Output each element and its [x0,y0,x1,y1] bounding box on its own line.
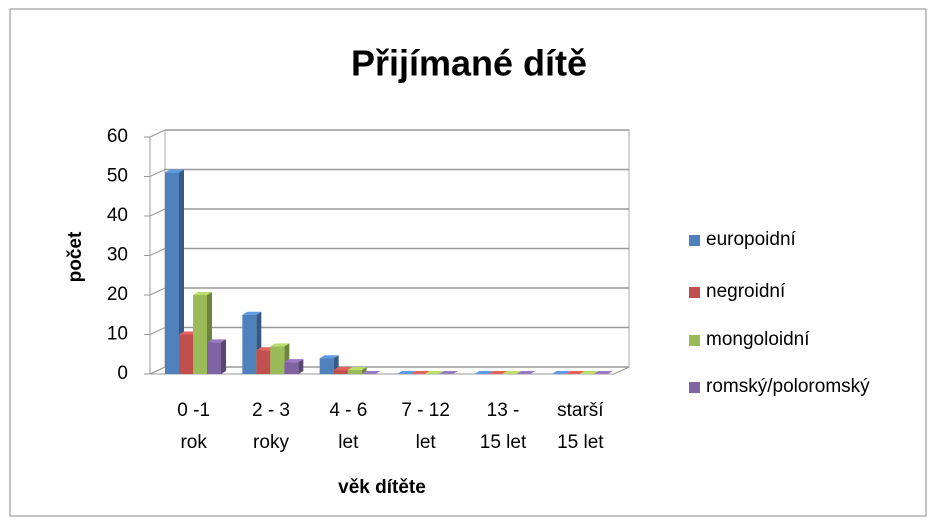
bar-top [333,367,353,371]
bar-group [347,367,367,374]
legend-label: romský/poloromský [706,376,870,397]
x-tick-label: let [416,432,437,453]
grid-line-side [149,366,166,375]
bar [270,346,285,374]
legend-swatch [689,235,700,246]
x-tick-label: 2 - 3 [252,400,290,421]
grid-line-side [149,208,166,217]
bar-group [425,371,444,374]
x-tick-label: rok [180,432,207,453]
bar-group [397,371,416,374]
y-tick-label: 30 [107,245,128,266]
bar [319,358,334,374]
bar-group [270,343,290,374]
y-tick-label: 10 [107,324,128,345]
x-tick-label: 13 - [487,400,520,421]
bar-top [193,292,212,295]
bar [242,314,257,374]
x-axis-label: věk dítěte [338,477,426,498]
x-tick-label: let [338,432,359,453]
bar-group [439,371,458,374]
x-tick-label: roky [253,432,289,453]
bar-group [565,371,585,374]
grid-line-side [149,248,166,256]
grid-line-side [149,169,166,177]
bar-top [439,371,458,374]
x-tick-label: 7 - 12 [401,400,450,421]
bar-top [516,371,536,374]
y-tick-label: 0 [117,363,128,384]
y-tick-label: 50 [107,166,128,187]
bar-top [347,367,367,371]
legend-swatch [689,382,700,393]
bar-top [593,371,613,374]
bar-top [411,371,430,374]
bar-side [298,359,304,374]
bar-top [361,371,381,374]
bar [165,172,179,374]
legend-label: europoidní [706,229,797,250]
chart-title: Přijímané dítě [351,43,587,84]
bar [347,370,362,374]
x-tick-label: 0 -1 [177,400,210,421]
y-tick-label: 60 [107,126,128,147]
legend-swatch [689,335,700,346]
y-axis-label: počet [65,231,86,282]
bar-top [319,355,339,359]
bar-top [284,359,304,363]
bar-side [361,367,367,374]
grid-line-side [149,129,166,138]
bar [333,370,348,374]
bar-group [474,371,494,374]
bar-top [474,371,494,374]
bar-group [207,339,226,374]
x-tick-label: 15 let [557,432,604,453]
y-tick-label: 40 [107,205,128,226]
x-tick-label: starší [557,400,604,421]
bar [284,362,299,374]
bar-top [488,371,508,374]
bar-top [270,343,290,347]
legend-swatch [689,287,700,298]
bar-top [165,169,184,173]
bar-top [579,371,599,374]
grid-line-side [149,327,166,335]
bar-group [361,371,381,374]
bar-group [502,371,522,374]
bar-side [221,339,226,374]
bar-group [579,371,599,374]
bar-top [397,371,416,374]
bar-group [284,359,304,374]
x-tick-label: 4 - 6 [329,400,367,421]
bar-top [551,371,571,374]
bar-top [207,339,226,343]
bar-group [165,169,184,374]
bar-top [502,371,522,374]
bar [256,350,271,374]
x-tick-label: 15 let [480,432,527,453]
bar-group [551,371,571,374]
bar-group [593,371,613,374]
bar-top [242,311,262,315]
bar-group [516,371,536,374]
bar-top [425,371,444,374]
bar [193,295,207,374]
bar-side [179,169,184,374]
legend-label: mongoloidní [706,329,810,350]
bar-top [565,371,585,374]
bar-group [488,371,508,374]
legend-label: negroidní [706,281,786,302]
bar [179,334,193,374]
bar [207,342,221,374]
bar-group [411,371,430,374]
y-tick-label: 20 [107,284,128,305]
grid-line-side [149,287,166,296]
